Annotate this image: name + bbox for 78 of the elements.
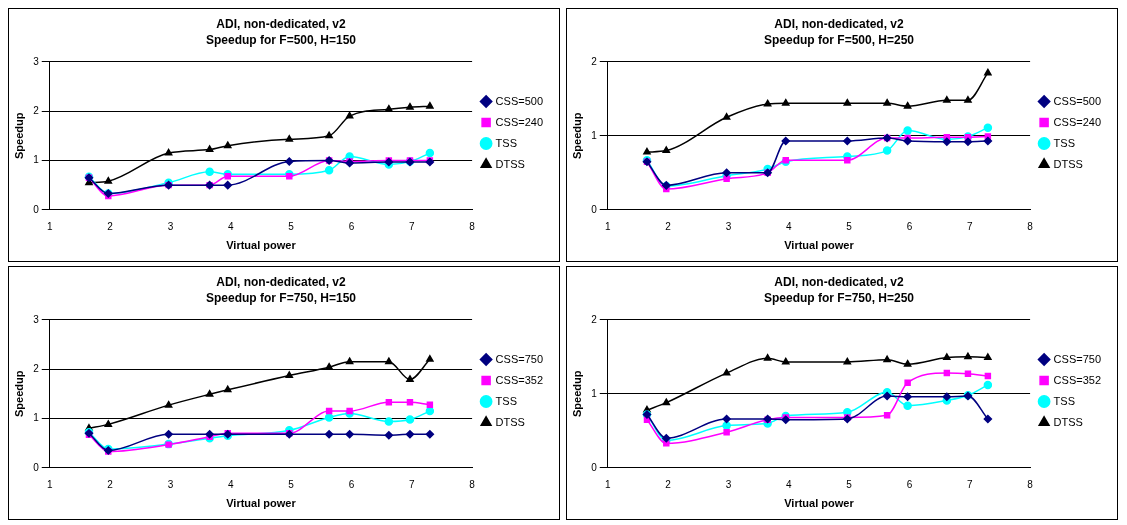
- legend-label: CSS=500: [1053, 94, 1102, 107]
- chart-title: ADI, non-dedicated, v2: [216, 16, 346, 31]
- x-tick-label: 8: [1027, 478, 1034, 490]
- x-tick-label: 4: [785, 478, 792, 490]
- x-tick-label: 1: [604, 220, 611, 232]
- x-tick-label: 7: [966, 220, 973, 232]
- y-tick-label: 3: [33, 55, 40, 67]
- x-tick-label: 7: [966, 478, 973, 490]
- chart-subtitle: Speedup for F=500, H=150: [205, 32, 357, 47]
- chart-subtitle: Speedup for F=750, H=250: [763, 290, 915, 305]
- legend-label: CSS=240: [1053, 115, 1102, 128]
- x-tick-label: 5: [846, 220, 853, 232]
- y-tick-label: 2: [33, 104, 40, 116]
- y-tick-label: 1: [33, 412, 40, 424]
- x-tick-label: 8: [1027, 220, 1034, 232]
- chart-title: ADI, non-dedicated, v2: [216, 274, 346, 289]
- x-tick-label: 1: [604, 478, 611, 490]
- legend-label: DTSS: [1053, 415, 1083, 428]
- x-tick-label: 4: [785, 220, 792, 232]
- x-tick-label: 3: [167, 478, 174, 490]
- x-tick-label: 3: [725, 220, 732, 232]
- x-tick-label: 4: [227, 478, 234, 490]
- y-tick-label: 3: [33, 313, 40, 325]
- y-tick-label: 2: [591, 313, 598, 325]
- legend-label: CSS=500: [495, 94, 544, 107]
- x-tick-label: 8: [469, 220, 476, 232]
- x-tick-label: 6: [906, 478, 913, 490]
- legend-label: DTSS: [495, 157, 525, 170]
- x-tick-label: 2: [107, 220, 114, 232]
- y-axis-title: Speedup: [570, 370, 583, 418]
- y-tick-label: 0: [591, 461, 598, 473]
- x-tick-label: 1: [46, 478, 53, 490]
- y-tick-label: 0: [591, 203, 598, 215]
- legend-label: DTSS: [495, 415, 525, 428]
- legend-label: TSS: [1053, 136, 1076, 149]
- x-tick-label: 6: [906, 220, 913, 232]
- x-tick-label: 5: [846, 478, 853, 490]
- y-tick-label: 1: [33, 154, 40, 166]
- y-tick-label: 2: [591, 55, 598, 67]
- legend-label: CSS=750: [1053, 352, 1102, 365]
- y-tick-label: 1: [591, 129, 598, 141]
- x-tick-label: 8: [469, 478, 476, 490]
- legend-label: CSS=352: [1053, 373, 1102, 386]
- x-tick-label: 1: [46, 220, 53, 232]
- x-tick-label: 7: [408, 478, 415, 490]
- y-tick-label: 0: [33, 461, 40, 473]
- x-tick-label: 2: [665, 220, 672, 232]
- y-tick-label: 0: [33, 203, 40, 215]
- x-axis-title: Virtual power: [784, 497, 855, 510]
- y-tick-label: 2: [33, 362, 40, 374]
- legend-label: TSS: [1053, 394, 1076, 407]
- y-axis-title: Speedup: [12, 112, 25, 160]
- x-tick-label: 2: [665, 478, 672, 490]
- x-axis-title: Virtual power: [226, 497, 297, 510]
- chart-title: ADI, non-dedicated, v2: [774, 16, 904, 31]
- x-tick-label: 6: [348, 220, 355, 232]
- x-tick-label: 7: [408, 220, 415, 232]
- legend-label: CSS=750: [495, 352, 544, 365]
- y-tick-label: 1: [591, 387, 598, 399]
- y-axis-title: Speedup: [12, 370, 25, 418]
- legend-label: DTSS: [1053, 157, 1083, 170]
- legend-label: TSS: [495, 394, 518, 407]
- x-axis-title: Virtual power: [226, 239, 297, 252]
- x-tick-label: 5: [288, 220, 295, 232]
- x-tick-label: 5: [288, 478, 295, 490]
- x-tick-label: 6: [348, 478, 355, 490]
- x-tick-label: 2: [107, 478, 114, 490]
- legend-label: TSS: [495, 136, 518, 149]
- legend-label: CSS=240: [495, 115, 544, 128]
- x-tick-label: 3: [167, 220, 174, 232]
- x-tick-label: 4: [227, 220, 234, 232]
- chart-subtitle: Speedup for F=750, H=150: [205, 290, 357, 305]
- x-axis-title: Virtual power: [784, 239, 855, 252]
- chart-subtitle: Speedup for F=500, H=250: [763, 32, 915, 47]
- x-tick-label: 3: [725, 478, 732, 490]
- legend-label: CSS=352: [495, 373, 544, 386]
- y-axis-title: Speedup: [570, 112, 583, 160]
- chart-title: ADI, non-dedicated, v2: [774, 274, 904, 289]
